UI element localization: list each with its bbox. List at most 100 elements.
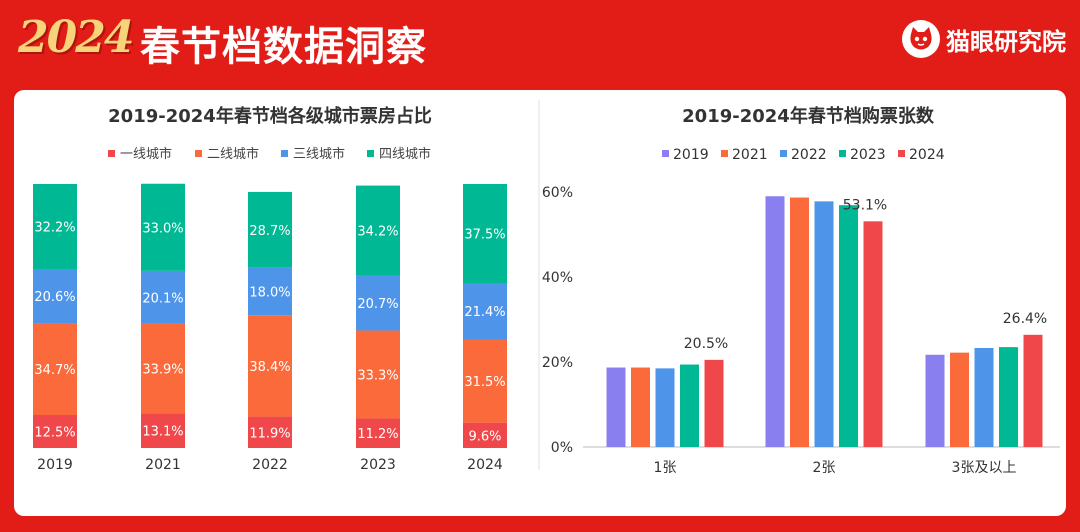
x-tick-label: 2022 (252, 457, 288, 473)
data-label: 37.5% (464, 228, 505, 243)
bar (950, 352, 969, 447)
bar (925, 354, 945, 447)
data-label: 32.2% (34, 221, 75, 236)
bar (1023, 334, 1043, 447)
bar-segment (356, 275, 400, 331)
legend-swatch-2 (780, 150, 787, 157)
legend-swatch-1 (195, 150, 202, 157)
year-logo: 2024 (18, 12, 134, 63)
chart1-title: 2019-2024年春节档各级城市票房占比 (108, 105, 432, 127)
legend-label-2: 三线城市 (293, 146, 345, 162)
page-title: 春节档数据洞察 (140, 24, 427, 70)
legend-swatch-2 (281, 150, 288, 157)
x-tick-label: 2019 (37, 457, 73, 473)
bar-segment (248, 191, 292, 268)
x-tick-label: 2024 (467, 457, 503, 473)
y-tick-label: 60% (542, 185, 573, 201)
data-label: 31.5% (464, 375, 505, 390)
data-label: 33.3% (357, 368, 398, 383)
y-tick-label: 20% (542, 355, 573, 371)
bar-segment (141, 413, 185, 448)
data-label: 18.0% (249, 285, 290, 300)
x-tick-label: 2023 (360, 457, 396, 473)
legend-label-4: 2024 (909, 147, 945, 163)
bar-segment (463, 184, 507, 283)
data-label: 20.6% (34, 290, 75, 305)
legend-label-3: 四线城市 (379, 146, 431, 162)
x-tick-label: 2张 (813, 460, 836, 476)
legend-label-0: 2019 (673, 147, 709, 163)
bar (839, 205, 858, 447)
data-label: 34.7% (34, 363, 75, 378)
brand: 猫眼研究院 (902, 20, 1066, 58)
bar (606, 367, 626, 447)
chart2-title: 2019-2024年春节档购票张数 (682, 105, 935, 127)
bar (863, 221, 883, 447)
x-tick-label: 3张及以上 (952, 460, 1017, 476)
x-tick-label: 1张 (654, 460, 677, 476)
card-divider (538, 100, 540, 470)
data-label: 33.0% (142, 221, 183, 236)
bar-segment (33, 415, 77, 448)
bar-segment (141, 270, 185, 324)
bar-segment (463, 283, 507, 340)
data-label: 26.4% (1003, 311, 1047, 327)
bar-segment (33, 323, 77, 415)
data-label: 13.1% (142, 425, 183, 440)
header: 2024 春节档数据洞察 猫眼研究院 (0, 0, 1080, 86)
bar (814, 201, 834, 447)
data-label: 34.2% (357, 225, 398, 240)
bar (974, 347, 994, 447)
bar (790, 197, 809, 447)
legend-swatch-1 (721, 150, 728, 157)
legend-swatch-0 (662, 150, 669, 157)
data-label: 11.9% (249, 426, 290, 441)
bar-segment (33, 269, 77, 324)
bar-segment (356, 330, 400, 419)
data-label: 38.4% (249, 360, 290, 375)
legend-label-1: 2021 (732, 147, 768, 163)
data-label: 11.2% (357, 427, 398, 442)
cat-logo-icon (902, 20, 940, 58)
data-label: 53.1% (843, 197, 887, 213)
legend-swatch-3 (839, 150, 846, 157)
legend-label-0: 一线城市 (120, 146, 172, 162)
bar-segment (248, 315, 292, 417)
data-label: 20.7% (357, 297, 398, 312)
bar-segment (33, 184, 77, 270)
data-label: 12.5% (34, 426, 75, 441)
legend-label-1: 二线城市 (207, 146, 259, 162)
bar (999, 347, 1018, 447)
legend-label-2: 2022 (791, 147, 827, 163)
content-card (14, 90, 1066, 516)
bar-segment (463, 422, 507, 448)
bar (655, 368, 675, 447)
data-label: 28.7% (249, 224, 290, 239)
data-label: 20.1% (142, 291, 183, 306)
bar-segment (356, 418, 400, 448)
x-tick-label: 2021 (145, 457, 181, 473)
y-tick-label: 0% (551, 440, 573, 456)
legend-swatch-4 (898, 150, 905, 157)
legend-swatch-0 (108, 150, 115, 157)
bar-segment (248, 267, 292, 316)
bar (680, 364, 699, 447)
bar-segment (248, 416, 292, 448)
data-label: 21.4% (464, 305, 505, 320)
y-tick-label: 40% (542, 270, 573, 286)
data-label: 9.6% (468, 429, 501, 444)
bar-segment (141, 323, 185, 414)
brand-name: 猫眼研究院 (946, 27, 1066, 56)
bar-segment (141, 183, 185, 271)
legend-swatch-3 (367, 150, 374, 157)
legend-label-3: 2023 (850, 147, 886, 163)
data-label: 20.5% (684, 336, 728, 352)
bar (765, 196, 785, 447)
bar-segment (356, 185, 400, 276)
bar-segment (463, 339, 507, 423)
data-label: 33.9% (142, 363, 183, 378)
bar (631, 367, 650, 447)
bar (704, 359, 724, 447)
